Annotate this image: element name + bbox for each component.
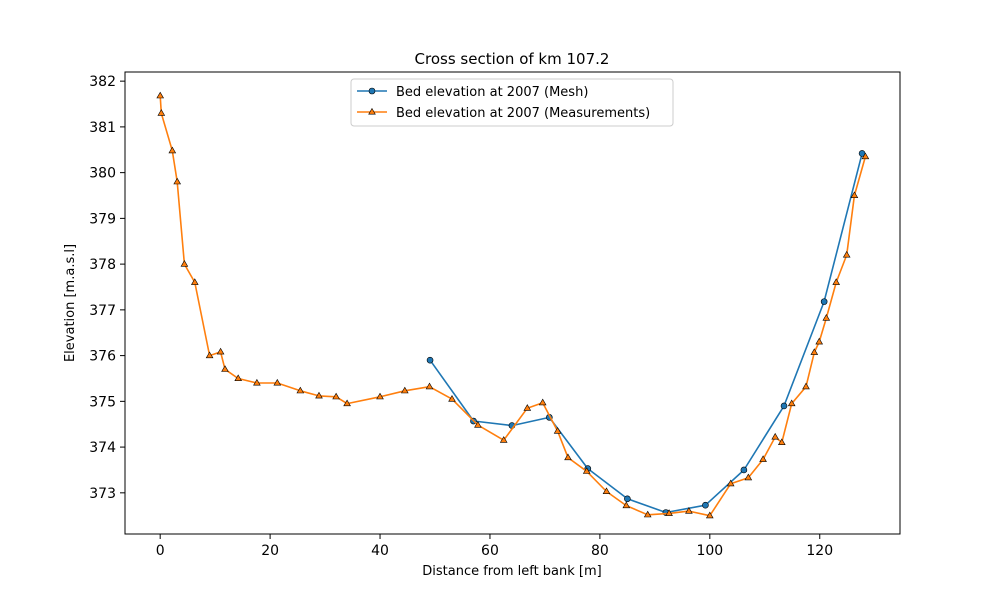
data-point — [180, 260, 189, 267]
data-point — [400, 386, 409, 394]
x-axis-label: Distance from left bank [m] — [422, 564, 601, 579]
data-point — [156, 91, 165, 99]
y-tick-label: 376 — [89, 349, 116, 365]
data-point — [780, 402, 788, 410]
y-tick-label: 380 — [89, 166, 116, 182]
data-point — [425, 382, 434, 390]
data-point — [234, 374, 243, 382]
y-tick-label: 377 — [89, 303, 116, 319]
data-point — [850, 191, 859, 198]
data-point — [216, 347, 225, 355]
legend-marker-measurements — [368, 107, 376, 115]
x-tick-label: 0 — [156, 543, 165, 559]
data-point — [726, 479, 735, 487]
data-point — [315, 391, 323, 399]
legend-label-measurements: Bed elevation at 2007 (Measurements) — [396, 106, 650, 121]
data-point — [474, 421, 482, 428]
data-point — [802, 382, 810, 390]
data-point — [643, 510, 652, 518]
legend-entry-measurements: Bed elevation at 2007 (Measurements) — [357, 106, 650, 121]
series-measurements — [156, 91, 870, 519]
y-tick-label: 373 — [89, 486, 116, 502]
data-point — [771, 432, 780, 440]
y-axis: 373 374 375 376 377 378 379 380 381 382 — [89, 74, 125, 502]
data-point — [705, 511, 714, 519]
data-point — [832, 278, 841, 285]
y-tick-label: 378 — [89, 257, 116, 273]
data-point — [221, 365, 229, 372]
data-point — [499, 436, 508, 443]
legend-entry-mesh: Bed elevation at 2007 (Mesh) — [357, 85, 588, 100]
y-axis-label: Elevation [m.a.s.l] — [63, 244, 78, 362]
data-point — [168, 146, 177, 154]
data-point — [253, 378, 261, 386]
plot-frame — [124, 71, 901, 535]
x-tick-label: 60 — [481, 543, 499, 559]
legend-label-mesh: Bed elevation at 2007 (Mesh) — [396, 85, 588, 100]
data-point — [815, 337, 824, 345]
data-point — [740, 466, 748, 474]
data-point — [822, 314, 831, 321]
data-point — [157, 109, 166, 116]
y-tick-label: 375 — [89, 394, 116, 410]
data-point — [332, 392, 340, 400]
data-point — [523, 404, 532, 411]
data-point — [426, 356, 434, 364]
y-tick-label: 382 — [89, 74, 116, 90]
data-point — [624, 495, 631, 503]
data-point — [810, 348, 819, 355]
chart-title: Cross section of km 107.2 — [415, 50, 610, 68]
legend: Bed elevation at 2007 (Mesh) Bed elevati… — [350, 78, 674, 127]
data-point — [842, 250, 851, 258]
data-point — [448, 395, 456, 402]
y-tick-label: 379 — [89, 211, 116, 227]
data-point — [553, 427, 562, 434]
x-tick-label: 40 — [371, 543, 389, 559]
y-tick-label: 374 — [89, 440, 116, 456]
x-axis: 0 20 40 60 80 100 120 — [156, 534, 833, 559]
data-point — [602, 487, 611, 495]
data-point — [205, 351, 214, 359]
series-line — [429, 153, 863, 514]
data-point — [759, 455, 767, 462]
data-point — [861, 152, 870, 160]
x-tick-label: 20 — [261, 543, 279, 559]
data-point — [665, 509, 673, 516]
data-point — [622, 501, 631, 509]
series-layer — [156, 91, 870, 519]
data-point — [582, 467, 591, 474]
y-tick-label: 381 — [89, 120, 116, 136]
data-point — [376, 392, 384, 400]
data-point — [787, 399, 796, 407]
data-point — [685, 507, 693, 514]
data-point — [702, 501, 709, 509]
legend-box — [350, 78, 674, 127]
data-point — [273, 378, 282, 386]
data-point — [820, 298, 828, 305]
data-point — [564, 453, 572, 461]
x-tick-label: 100 — [696, 543, 723, 559]
x-tick-label: 80 — [591, 543, 609, 559]
data-point — [343, 399, 351, 407]
data-point — [173, 177, 182, 185]
data-point — [777, 438, 786, 446]
data-point — [744, 473, 753, 481]
x-tick-label: 120 — [806, 543, 833, 559]
data-point — [538, 398, 547, 406]
data-point — [296, 386, 305, 394]
plot-area — [124, 71, 901, 535]
data-point — [190, 278, 199, 285]
legend-marker-mesh — [368, 87, 376, 95]
